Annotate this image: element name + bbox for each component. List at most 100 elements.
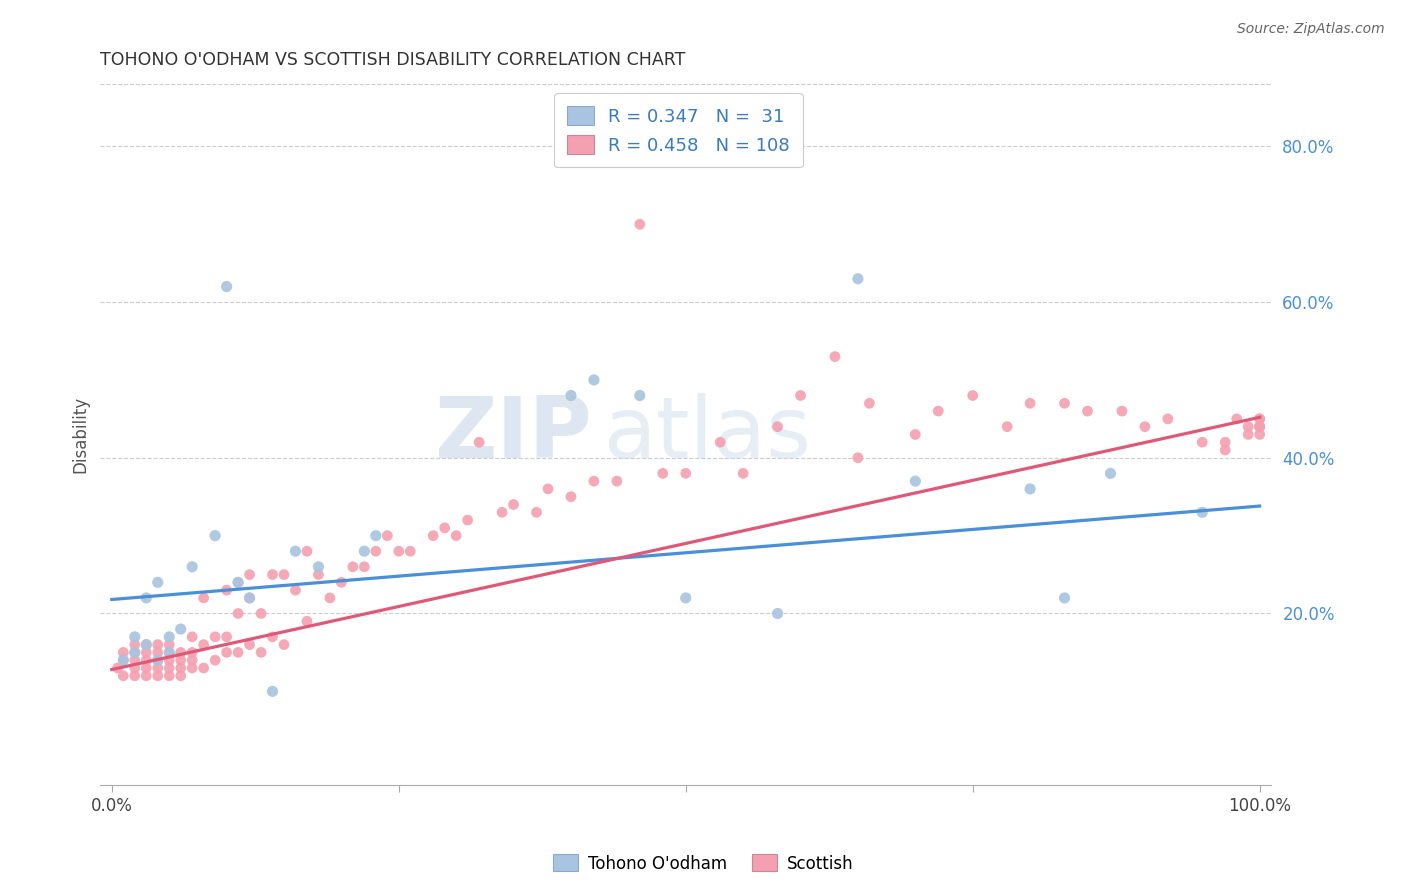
Point (124, 661, 146, 675)
Point (112, 653, 135, 667)
Point (181, 630, 204, 644)
Point (284, 544, 307, 558)
Point (766, 607, 789, 621)
Point (215, 630, 238, 644)
Point (204, 528, 226, 542)
Point (124, 653, 146, 667)
Point (112, 645, 135, 659)
Point (170, 653, 193, 667)
Point (1237, 419, 1260, 434)
Point (215, 279, 238, 293)
Point (468, 435, 491, 450)
Point (204, 653, 226, 667)
Point (422, 528, 444, 542)
Point (1053, 396, 1076, 410)
Point (733, 467, 755, 481)
Point (146, 645, 169, 659)
Point (1099, 467, 1122, 481)
Point (262, 630, 284, 644)
Point (651, 467, 673, 481)
Point (582, 474, 605, 488)
Point (262, 684, 284, 698)
Point (962, 388, 984, 402)
Point (157, 630, 180, 644)
Point (1249, 419, 1271, 434)
Point (135, 645, 157, 659)
Text: Source: ZipAtlas.com: Source: ZipAtlas.com (1237, 22, 1385, 37)
Point (239, 591, 262, 605)
Point (112, 653, 135, 667)
Point (330, 575, 353, 590)
Point (135, 638, 157, 652)
Point (146, 638, 169, 652)
Point (1226, 412, 1249, 426)
Point (353, 559, 375, 574)
Point (250, 607, 273, 621)
Point (146, 653, 169, 667)
Point (675, 591, 697, 605)
Point (1191, 505, 1213, 519)
Point (181, 559, 204, 574)
Point (226, 645, 249, 659)
Point (170, 622, 193, 636)
Point (124, 630, 146, 644)
Point (824, 350, 846, 364)
Point (112, 669, 135, 683)
Point (146, 669, 169, 683)
Point (124, 645, 146, 659)
Point (1249, 419, 1271, 434)
Point (239, 591, 262, 605)
Point (135, 669, 157, 683)
Point (157, 645, 180, 659)
Point (181, 645, 204, 659)
Point (353, 544, 375, 558)
Point (157, 653, 180, 667)
Point (491, 505, 513, 519)
Point (364, 544, 387, 558)
Point (146, 661, 169, 675)
Y-axis label: Disability: Disability (72, 396, 89, 473)
Point (170, 669, 193, 683)
Point (295, 614, 318, 628)
Point (124, 645, 146, 659)
Point (537, 482, 560, 496)
Point (193, 591, 215, 605)
Point (1249, 419, 1271, 434)
Point (1213, 442, 1236, 457)
Point (135, 661, 157, 675)
Point (239, 567, 262, 582)
Point (375, 528, 398, 542)
Point (146, 653, 169, 667)
Point (226, 607, 249, 621)
Legend: Tohono O'odham, Scottish: Tohono O'odham, Scottish (546, 847, 860, 880)
Point (1213, 435, 1236, 450)
Point (157, 645, 180, 659)
Point (157, 638, 180, 652)
Point (628, 388, 651, 402)
Point (1076, 404, 1098, 418)
Point (789, 388, 811, 402)
Point (1249, 412, 1271, 426)
Point (135, 591, 157, 605)
Point (295, 544, 318, 558)
Point (135, 638, 157, 652)
Point (226, 575, 249, 590)
Point (995, 419, 1018, 434)
Point (319, 591, 342, 605)
Point (846, 450, 869, 465)
Point (502, 498, 524, 512)
Point (1133, 419, 1156, 434)
Point (1157, 412, 1180, 426)
Text: atlas: atlas (603, 393, 811, 476)
Point (181, 653, 204, 667)
Point (433, 521, 456, 535)
Point (157, 669, 180, 683)
Point (215, 645, 238, 659)
Point (560, 388, 582, 402)
Point (124, 669, 146, 683)
Point (1111, 404, 1133, 418)
Point (399, 544, 422, 558)
Point (904, 474, 927, 488)
Point (675, 467, 697, 481)
Point (582, 373, 605, 387)
